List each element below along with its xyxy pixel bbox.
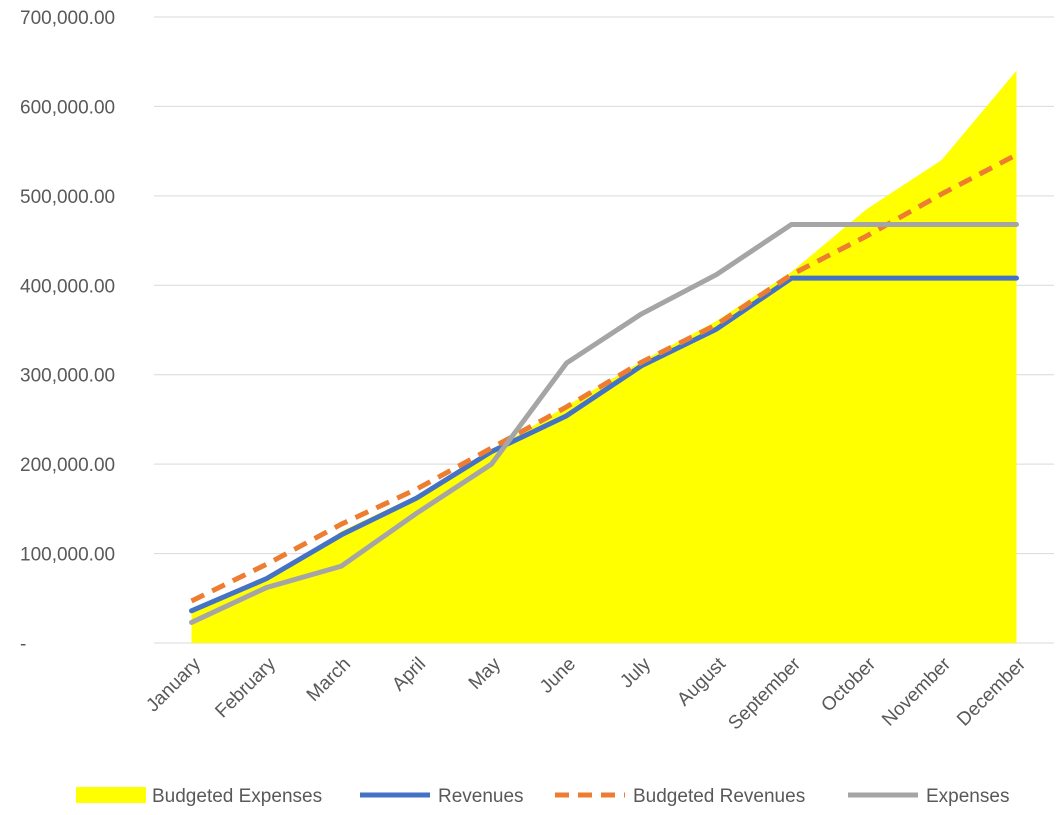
line-series	[189, 152, 1019, 625]
expenses-line	[189, 221, 1019, 625]
x-tick-label: April	[388, 654, 430, 696]
x-tick-label: May	[465, 653, 506, 694]
revenues-line	[189, 275, 1019, 614]
y-tick-label: 500,000.00	[20, 187, 115, 208]
y-tick-label: 700,000.00	[20, 8, 115, 29]
x-tick-label: August	[673, 653, 730, 710]
budgeted-revenues-line	[190, 152, 1018, 604]
x-tick-label: July	[616, 653, 655, 692]
y-tick-label: -	[20, 634, 26, 655]
x-tick-label: December	[953, 653, 1030, 730]
x-tick-label: June	[536, 654, 580, 698]
legend-label-revenues: Revenues	[438, 786, 524, 807]
x-tick-label: February	[211, 653, 280, 722]
legend: Budgeted Expenses Revenues Budgeted Revenu…	[76, 786, 1009, 807]
x-axis-tick-labels: January February March April May June July Augu…	[142, 653, 1030, 734]
legend-label-budgeted-expenses: Budgeted Expenses	[152, 786, 322, 807]
legend-label-budgeted-revenues: Budgeted Revenues	[633, 786, 805, 807]
y-tick-label: 200,000.00	[20, 455, 115, 476]
x-tick-label: March	[303, 654, 355, 706]
y-tick-label: 600,000.00	[20, 97, 115, 118]
legend-swatch-budgeted-expenses	[76, 787, 146, 803]
y-axis-tick-labels: - 100,000.00 200,000.00 300,000.00 400,000.0…	[20, 8, 115, 655]
x-tick-label: November	[878, 653, 955, 730]
y-tick-label: 300,000.00	[20, 366, 115, 387]
legend-label-expenses: Expenses	[926, 786, 1009, 807]
y-tick-label: 400,000.00	[20, 276, 115, 297]
y-tick-label: 100,000.00	[20, 545, 115, 566]
budgeted-expenses-area	[191, 70, 1017, 643]
x-tick-label: October	[817, 653, 880, 716]
x-tick-label: September	[724, 653, 805, 734]
x-tick-label: January	[142, 653, 205, 716]
area-series	[191, 70, 1017, 643]
